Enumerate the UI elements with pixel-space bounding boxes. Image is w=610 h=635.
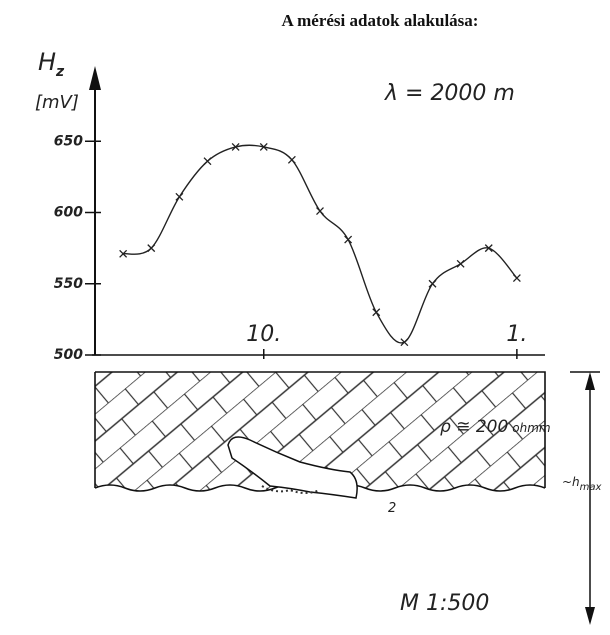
chart-title: A mérési adatok alakulása: xyxy=(282,11,479,30)
y-label: Hz xyxy=(38,48,65,80)
data-point xyxy=(148,245,155,252)
y-unit: [mV] xyxy=(35,92,79,113)
depth-subscript: max xyxy=(580,482,602,493)
y-tick-label: 600 xyxy=(54,205,83,221)
x-tick-label: 10. xyxy=(246,322,281,347)
chart: A mérési adatok alakulása: Hz [mV] λ = 2… xyxy=(0,0,610,635)
data-point xyxy=(176,193,183,200)
y-label-subscript: z xyxy=(55,64,65,80)
resistivity-unit: ohmm xyxy=(512,421,550,435)
y-tick-label: 500 xyxy=(54,347,83,363)
data-point xyxy=(373,309,380,316)
data-line xyxy=(123,145,517,343)
y-tick-label: 650 xyxy=(54,133,83,149)
y-axis-arrow xyxy=(89,66,101,90)
x-tick-label: 1. xyxy=(506,322,527,347)
scale-note: M 1:500 xyxy=(400,591,489,616)
data-point xyxy=(429,280,436,287)
layer-label: 2 xyxy=(388,501,396,516)
data-point xyxy=(317,208,324,215)
data-point xyxy=(457,260,464,267)
y-tick-label: 550 xyxy=(54,276,83,292)
depth-label: ~hmax xyxy=(562,475,602,493)
data-point xyxy=(513,275,520,282)
data-point xyxy=(204,158,211,165)
data-point xyxy=(401,339,408,346)
wavelength-note: λ = 2000 m xyxy=(384,81,515,106)
y-label-symbol: H xyxy=(38,48,56,76)
resistivity-value: ρ ≅ 200 xyxy=(440,417,508,437)
data-point xyxy=(288,156,295,163)
depth-arrow-top xyxy=(585,372,595,390)
depth-symbol: ~h xyxy=(562,475,580,489)
data-point xyxy=(345,236,352,243)
depth-arrow-bottom xyxy=(585,607,595,625)
